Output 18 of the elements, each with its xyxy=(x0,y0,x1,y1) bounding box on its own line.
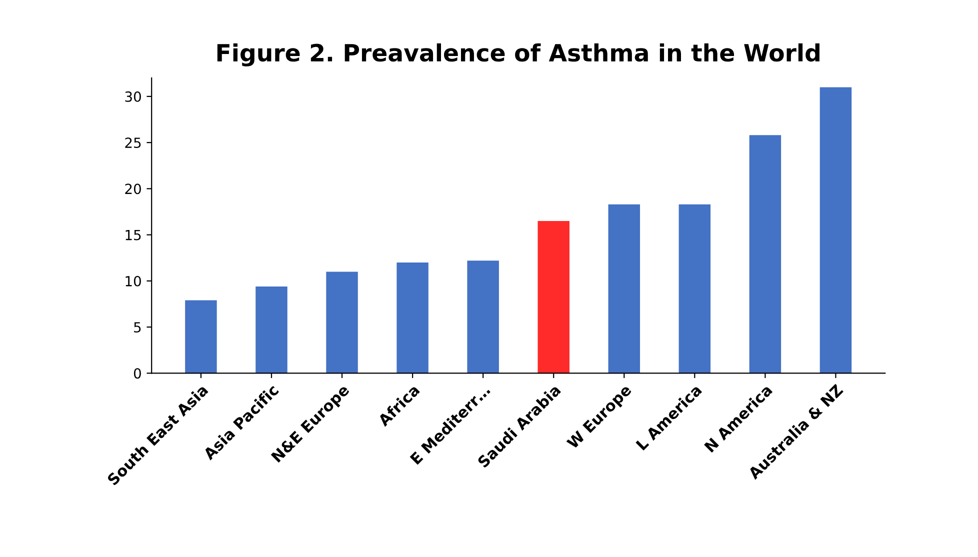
bar xyxy=(396,262,428,374)
bar xyxy=(820,87,852,374)
y-tick-label: 30 xyxy=(125,91,141,102)
y-tick-label: 10 xyxy=(126,276,141,286)
bar xyxy=(538,220,570,374)
y-tick-label: 25 xyxy=(125,138,141,148)
chart-title: Figure 2. Preavalence of Asthma in the World xyxy=(217,43,820,66)
bar xyxy=(608,204,640,374)
bar xyxy=(749,135,782,374)
y-tick-label: 20 xyxy=(125,184,141,194)
bar xyxy=(467,260,499,374)
bar xyxy=(678,204,711,374)
bar xyxy=(185,300,217,374)
bar xyxy=(326,272,358,374)
bar xyxy=(256,286,288,374)
y-tick-label: 5 xyxy=(134,322,141,333)
y-tick-label: 15 xyxy=(126,230,141,240)
y-tick-label: 0 xyxy=(134,368,141,379)
